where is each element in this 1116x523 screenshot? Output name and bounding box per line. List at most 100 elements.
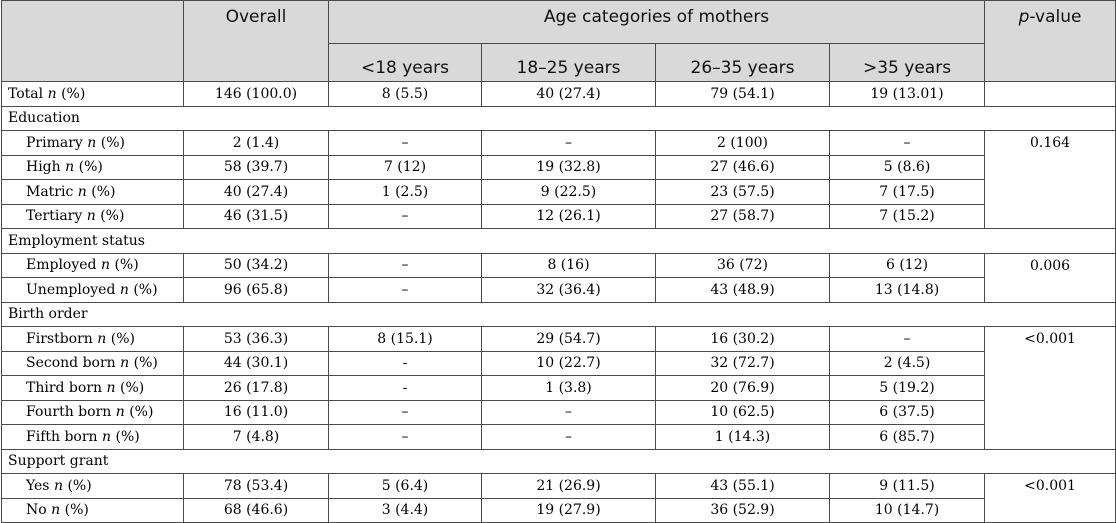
row-label-text: Unemployed bbox=[26, 281, 116, 298]
n-symbol: n bbox=[77, 183, 87, 200]
row-label: Total n (%) bbox=[1, 81, 184, 107]
cell-18-25: – bbox=[481, 130, 656, 156]
n-symbol: n bbox=[100, 257, 111, 274]
row-label-text: No bbox=[26, 502, 47, 519]
cell-overall: 146 (100.0) bbox=[183, 81, 329, 107]
cell-under-18: 5 (6.4) bbox=[328, 473, 482, 499]
n-symbol: n bbox=[97, 330, 107, 347]
row-label: Third born n (%) bbox=[1, 375, 184, 401]
cell-pvalue: 0.006 bbox=[984, 252, 1116, 303]
pct-symbol: (%) bbox=[129, 404, 154, 421]
cell-overall: 16 (11.0) bbox=[183, 399, 329, 425]
section-header-row: Birth order bbox=[0, 301, 1116, 327]
n-symbol: n bbox=[53, 477, 63, 494]
row-label: Fourth born n (%) bbox=[1, 399, 184, 425]
table-row: Matric n (%) 40 (27.4) 1 (2.5) 9 (22.5) 23 (… bbox=[1, 179, 1116, 205]
row-label-text: Fourth born bbox=[26, 404, 112, 421]
cell-18-25: 40 (27.4) bbox=[481, 81, 656, 107]
row-label-text: Fifth born bbox=[26, 428, 98, 445]
row-label: High n (%) bbox=[1, 154, 184, 180]
cell-under-18: 7 (12) bbox=[328, 154, 482, 180]
cell-under-18: - bbox=[328, 350, 482, 376]
cell-over-35: 5 (8.6) bbox=[828, 154, 986, 180]
pct-symbol: (%) bbox=[133, 355, 158, 372]
cell-overall: 7 (4.8) bbox=[183, 424, 329, 450]
pct-symbol: (%) bbox=[133, 281, 158, 298]
cell-over-35: 7 (15.2) bbox=[828, 203, 986, 229]
pct-symbol: (%) bbox=[78, 159, 103, 176]
row-label-text: Total bbox=[8, 85, 44, 102]
cell-pvalue: <0.001 bbox=[984, 473, 1116, 523]
cell-overall: 58 (39.7) bbox=[183, 154, 329, 180]
cell-over-35: 2 (4.5) bbox=[828, 350, 986, 376]
cell-under-18: 8 (15.1) bbox=[328, 326, 482, 352]
cell-pvalue: <0.001 bbox=[984, 326, 1116, 450]
row-label-text: Primary bbox=[26, 134, 83, 151]
cell-under-18: - bbox=[328, 375, 482, 401]
table-row: Fourth born n (%) 16 (11.0) – –10 (62.5) 6 (… bbox=[1, 399, 1116, 425]
cell-under-18: – bbox=[328, 399, 482, 425]
section-header-row: Education bbox=[0, 105, 1116, 131]
row-label-text: Matric bbox=[26, 183, 74, 200]
cell-over-35: – bbox=[828, 326, 986, 352]
table-row: Tertiary n (%) 46 (31.5) –12 (26.1) 27 (58.… bbox=[1, 203, 1116, 229]
header-pvalue: p-value bbox=[984, 0, 1116, 82]
cell-26-35: 27 (46.6) bbox=[655, 154, 830, 180]
pct-symbol: (%) bbox=[115, 428, 140, 445]
row-label-text: Second born bbox=[26, 355, 116, 372]
cell-pvalue: 0.164 bbox=[984, 130, 1116, 229]
header-pvalue-rest: -value bbox=[1029, 7, 1082, 27]
row-label-text: Employed bbox=[26, 257, 97, 274]
table-row: Employed n (%) 50 (34.2) –8 (16) 36 (72) 6 (… bbox=[1, 252, 1116, 303]
cell-overall: 96 (65.8) bbox=[183, 277, 329, 303]
cell-18-25: 12 (26.1) bbox=[481, 203, 656, 229]
row-label: Employed n (%) bbox=[1, 252, 184, 278]
cell-26-35: 2 (100) bbox=[655, 130, 830, 156]
header-row-1: Overall Age categories of mothers p-valu… bbox=[1, 0, 1116, 82]
cell-18-25: – bbox=[481, 424, 656, 450]
cell-26-35: 10 (62.5) bbox=[655, 399, 830, 425]
cell-18-25: 8 (16) bbox=[481, 252, 656, 278]
table-row: Fifth born n (%) 7 (4.8) – –1 (14.3) 6 (85.7… bbox=[1, 424, 1116, 450]
table-row: Third born n (%) 26 (17.8) -1 (3.8) 20 (76.… bbox=[1, 375, 1116, 401]
cell-26-35: 32 (72.7) bbox=[655, 350, 830, 376]
cell-over-35: 6 (37.5) bbox=[828, 399, 986, 425]
row-label-text: Third born bbox=[26, 379, 103, 396]
section-title: Birth order bbox=[0, 301, 1116, 327]
header-overall: Overall bbox=[183, 0, 329, 82]
header-age-over-35: >35 years bbox=[828, 43, 986, 82]
n-symbol: n bbox=[106, 379, 116, 396]
cell-18-25: 29 (54.7) bbox=[481, 326, 656, 352]
cell-under-18: – bbox=[328, 130, 482, 156]
n-symbol: n bbox=[119, 281, 129, 298]
cell-over-35: 5 (19.2) bbox=[828, 375, 986, 401]
cell-18-25: 32 (36.4) bbox=[481, 277, 656, 303]
row-label-text: Tertiary bbox=[26, 208, 83, 225]
header-row-2: <18 years 18–25 years 26–35 years >35 ye… bbox=[2, 43, 1116, 82]
cell-18-25: 19 (27.9) bbox=[481, 497, 656, 523]
row-label-text: Yes bbox=[26, 477, 50, 494]
cell-26-35: 20 (76.9) bbox=[655, 375, 830, 401]
cell-26-35: 43 (55.1) bbox=[655, 473, 830, 499]
cell-18-25: 10 (22.7) bbox=[481, 350, 656, 376]
total-row: Total n (%) 146 (100.0) 8 (5.5) 40 (27.4… bbox=[1, 81, 1116, 107]
row-label: Fifth born n (%) bbox=[1, 424, 184, 450]
header-age-26-35: 26–35 years bbox=[655, 43, 830, 82]
row-label-text: Firstborn bbox=[26, 330, 93, 347]
cell-26-35: 79 (54.1) bbox=[655, 81, 830, 107]
cell-overall: 26 (17.8) bbox=[183, 375, 329, 401]
n-symbol: n bbox=[47, 85, 57, 102]
cell-under-18: 3 (4.4) bbox=[328, 497, 482, 523]
pct-symbol: (%) bbox=[91, 183, 116, 200]
row-label: Yes n (%) bbox=[1, 473, 184, 499]
cell-26-35: 43 (48.9) bbox=[655, 277, 830, 303]
n-symbol: n bbox=[86, 208, 96, 225]
row-label: Firstborn n (%) bbox=[1, 326, 184, 352]
cell-under-18: – bbox=[328, 277, 482, 303]
cell-over-35: 19 (13.01) bbox=[828, 81, 986, 107]
table-row: Primary n (%) 2 (1.4) – –2 (100) –0.164 bbox=[1, 130, 1116, 229]
table-row: Yes n (%) 78 (53.4) 5 (6.4) 21 (26.9) 43 (55… bbox=[1, 473, 1116, 523]
section-header-row: Support grant bbox=[0, 448, 1116, 474]
header-age-categories: Age categories of mothers bbox=[327, 0, 986, 44]
header-age-under-18: <18 years bbox=[328, 43, 482, 82]
